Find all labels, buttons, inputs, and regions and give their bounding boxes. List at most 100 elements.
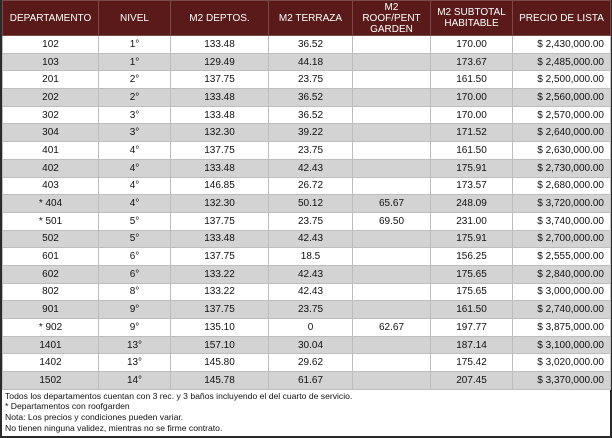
table-cell: 146.85 (170, 176, 269, 196)
table-cell: 175.91 (430, 158, 513, 178)
table-cell: 8° (98, 282, 171, 302)
table-cell: 103 (2, 52, 99, 72)
table-cell: 170.00 (430, 88, 513, 107)
table-cell: 248.09 (430, 194, 513, 213)
table-cell (352, 335, 431, 355)
table-cell: 1402 (2, 353, 99, 373)
table-cell: $ 2,630,000.00 (512, 141, 611, 160)
table-cell: 901 (2, 300, 99, 319)
table-cell: 137.75 (170, 141, 269, 160)
table-cell: 137.75 (170, 300, 269, 319)
table-cell: $ 2,680,000.00 (512, 176, 611, 196)
table-cell: 1502 (2, 371, 99, 390)
table-cell: 4° (98, 141, 171, 160)
table-cell: 2° (98, 70, 171, 90)
table-cell: 161.50 (430, 141, 513, 160)
table-row: 202 2° 133.48 36.52 170.00 $ 2,560,000.00 (2, 88, 611, 107)
table-cell: 50.12 (268, 194, 353, 213)
table-cell (352, 282, 431, 302)
table-cell: 231.00 (430, 211, 513, 231)
table-cell: 4° (98, 194, 171, 213)
table-cell: 145.78 (170, 371, 269, 390)
table-cell: 1° (98, 52, 171, 72)
table-cell: 802 (2, 282, 99, 302)
table-cell: 170.00 (430, 105, 513, 125)
table-row: 302 3° 133.48 36.52 170.00 $ 2,570,000.00 (2, 105, 611, 125)
table-cell: 23.75 (268, 70, 353, 90)
table-cell: 1401 (2, 335, 99, 355)
table-cell: 3° (98, 123, 171, 143)
table-cell: 14° (98, 371, 171, 390)
table-cell: 175.65 (430, 282, 513, 302)
table-cell: 170.00 (430, 35, 513, 54)
table-row: * 404 4° 132.30 50.12 65.67 248.09 $ 3,720,000… (2, 194, 611, 213)
table-cell: $ 3,000,000.00 (512, 282, 611, 302)
table-cell: 36.52 (268, 35, 353, 54)
table-cell: 161.50 (430, 70, 513, 90)
note-line: * Departamentos con roofgarden (5, 401, 130, 412)
table-cell: 133.22 (170, 264, 269, 284)
table-cell: 30.04 (268, 335, 353, 355)
table-cell (352, 300, 431, 319)
table-cell: 137.75 (170, 211, 269, 231)
table-cell: 23.75 (268, 300, 353, 319)
table-cell: 132.30 (170, 123, 269, 143)
table-cell: * 902 (2, 318, 99, 337)
note-line: No tienen ninguna validez, mientras no s… (5, 422, 223, 433)
table-cell: 156.25 (430, 247, 513, 266)
table-cell: $ 2,640,000.00 (512, 123, 611, 143)
table-cell: 173.67 (430, 52, 513, 72)
table-row: 402 4° 133.48 42.43 175.91 $ 2,730,000.00 (2, 158, 611, 178)
table-cell: 42.43 (268, 158, 353, 178)
table-row: 403 4° 146.85 26.72 173.57 $ 2,680,000.00 (2, 176, 611, 196)
table-cell: 175.91 (430, 229, 513, 249)
table-cell: 502 (2, 229, 99, 249)
table-cell: 133.22 (170, 282, 269, 302)
table-cell: 133.48 (170, 158, 269, 178)
table-cell (352, 229, 431, 249)
table-cell (352, 353, 431, 373)
table-row: * 501 5° 137.75 23.75 69.50 231.00 $ 3,740,000… (2, 211, 611, 231)
table-cell (352, 371, 431, 390)
header-cell: M2 SUBTOTAL HABITABLE (430, 0, 513, 36)
table-cell: 187.14 (430, 335, 513, 355)
table-cell: 36.52 (268, 88, 353, 107)
table-cell (352, 52, 431, 72)
table-cell: 6° (98, 264, 171, 284)
table-cell: 2° (98, 88, 171, 107)
table-cell: * 501 (2, 211, 99, 231)
table-cell: $ 2,840,000.00 (512, 264, 611, 284)
table-cell: 29.62 (268, 353, 353, 373)
table-cell (352, 158, 431, 178)
table-row: 601 6° 137.75 18.5 156.25 $ 2,555,000.00 (2, 247, 611, 266)
table-cell: 5° (98, 211, 171, 231)
table-cell: 129.49 (170, 52, 269, 72)
table-cell (352, 176, 431, 196)
table-cell: 42.43 (268, 264, 353, 284)
table-cell: 207.45 (430, 371, 513, 390)
table-cell: $ 2,730,000.00 (512, 158, 611, 178)
table-cell: 133.48 (170, 35, 269, 54)
table-cell (352, 70, 431, 90)
table-row: 103 1° 129.49 44.18 173.67 $ 2,485,000.00 (2, 52, 611, 72)
table-cell: 69.50 (352, 211, 431, 231)
table-cell: 9° (98, 318, 171, 337)
table-row: 1402 13° 145.80 29.62 175.42 $ 3,020,000.00 (2, 353, 611, 373)
table-cell: $ 3,875,000.00 (512, 318, 611, 337)
table-row: 401 4° 137.75 23.75 161.50 $ 2,630,000.00 (2, 141, 611, 160)
table-cell (352, 264, 431, 284)
table-cell: $ 3,100,000.00 (512, 335, 611, 355)
table-cell: $ 2,485,000.00 (512, 52, 611, 72)
table-cell: 13° (98, 353, 171, 373)
table-cell: $ 3,020,000.00 (512, 353, 611, 373)
table-cell: 302 (2, 105, 99, 125)
table-cell: 13° (98, 335, 171, 355)
table-cell: 65.67 (352, 194, 431, 213)
table-cell: $ 3,370,000.00 (512, 371, 611, 390)
table-cell: 4° (98, 158, 171, 178)
table-cell: 403 (2, 176, 99, 196)
table-cell: * 404 (2, 194, 99, 213)
table-cell: $ 2,560,000.00 (512, 88, 611, 107)
table-cell: 157.10 (170, 335, 269, 355)
notes: Todos los departamentos cuentan con 3 re… (2, 390, 610, 434)
